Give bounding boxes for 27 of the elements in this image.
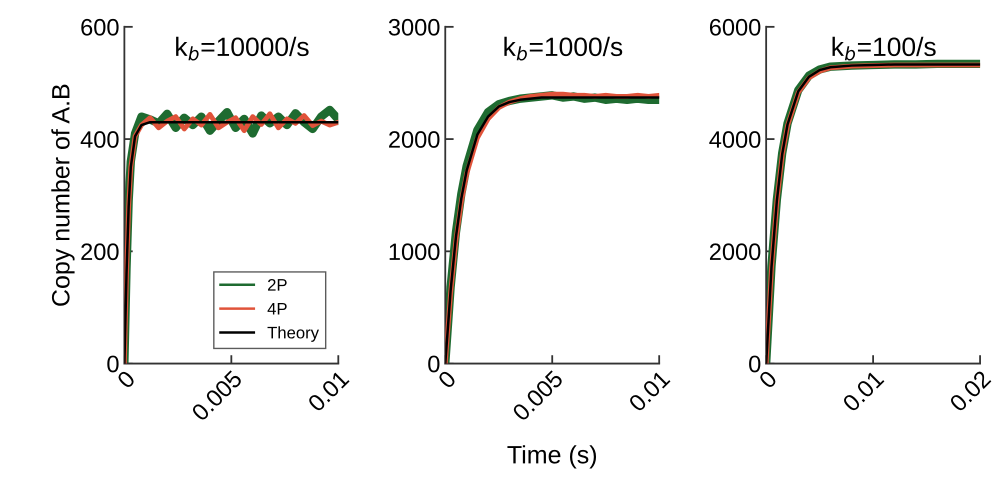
y-tick-label: 0 — [749, 356, 760, 372]
legend-label: 2P — [268, 278, 287, 291]
y-tick-label: 600 — [81, 18, 119, 36]
y-tick-label: 4000 — [709, 131, 760, 148]
x-axis-title: Time (s) — [507, 445, 596, 468]
y-tick-label: 400 — [80, 131, 119, 148]
chart-title: k$_{b}$=1000/s — [504, 36, 622, 61]
y-tick-label: 0 — [107, 356, 119, 372]
y-tick-label: 3000 — [388, 18, 440, 36]
x-tick-label: 0 — [116, 370, 136, 390]
y-tick-label: 0 — [428, 356, 440, 372]
y-tick-label: 2000 — [710, 243, 760, 260]
x-tick-label: 0 — [437, 370, 457, 390]
x-tick-label: 0.02 — [948, 370, 992, 413]
chart-title: k$_{b}$=10000/s — [176, 36, 309, 61]
x-tick-label: 0.01 — [306, 370, 350, 413]
y-tick-label: 2000 — [389, 131, 440, 148]
x-tick-label: 0 — [758, 370, 778, 390]
x-tick-label: 0.01 — [628, 370, 671, 413]
x-tick-label: 0.01 — [842, 370, 885, 413]
y-tick-label: 200 — [81, 243, 119, 260]
chart-title: k$_{b}$=100/s — [832, 36, 936, 61]
y-tick-label: 1000 — [390, 243, 440, 260]
y-axis-title: Copy number of A.B — [51, 84, 75, 306]
y-tick-label: 6000 — [710, 18, 760, 36]
legend-label: 4P — [268, 303, 287, 314]
legend-label: Theory — [268, 326, 319, 342]
